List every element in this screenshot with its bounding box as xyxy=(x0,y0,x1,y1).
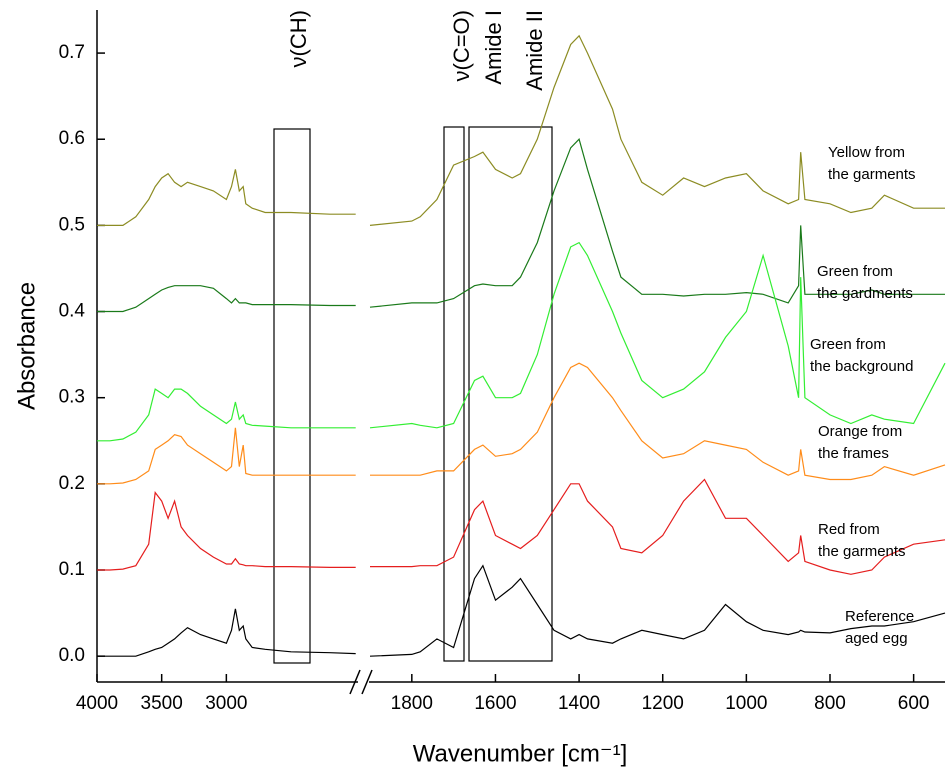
series-label: Red from the garments xyxy=(818,521,906,560)
y-tick-label: 0.3 xyxy=(59,387,85,408)
y-tick-label: 0.7 xyxy=(59,42,85,63)
spectrum-line xyxy=(369,34,945,226)
y-tick-label: 0.2 xyxy=(59,473,85,494)
spectrum-line xyxy=(97,490,356,571)
x-tick-label: 1800 xyxy=(391,693,433,714)
ch-region xyxy=(273,128,311,664)
y-tick-label: 0.6 xyxy=(59,128,85,149)
annotation: Amide I xyxy=(481,10,506,85)
y-axis-label: Absorbance xyxy=(13,282,40,410)
x-tick-label: 1400 xyxy=(558,693,600,714)
x-tick-label: 800 xyxy=(814,693,846,714)
spectrum-line xyxy=(370,478,946,575)
x-axis-label: Wavenumber [cm⁻¹] xyxy=(413,740,628,767)
spectrum-line xyxy=(97,608,356,657)
series-label: Green from the gardments xyxy=(817,263,913,302)
spectrum-line xyxy=(369,241,946,429)
series-label: Reference aged egg xyxy=(845,608,915,647)
axis-break xyxy=(349,669,361,695)
region-boxes xyxy=(273,126,553,664)
co-region xyxy=(443,126,465,662)
y-tick-label: 0.4 xyxy=(59,301,86,322)
spectrum-line xyxy=(97,169,356,226)
x-tick-label: 600 xyxy=(898,693,930,714)
spectrum-line xyxy=(369,564,946,657)
amide-region xyxy=(468,126,553,662)
x-tick-label: 3000 xyxy=(205,693,247,714)
spectrum-line xyxy=(370,362,946,481)
spectrum-line xyxy=(369,138,945,308)
series-label: Orange from the frames xyxy=(818,423,903,462)
spectrum-line xyxy=(97,388,356,442)
x-tick-label: 4000 xyxy=(76,693,118,714)
spectrum-line xyxy=(97,427,356,485)
y-tick-label: 0.1 xyxy=(59,559,85,580)
series-label: Yellow from the garments xyxy=(828,144,916,183)
x-tick-label: 3500 xyxy=(141,693,183,714)
annotation: ν(C=O) xyxy=(449,10,474,82)
x-tick-label: 1200 xyxy=(642,693,684,714)
x-tick-label: 1000 xyxy=(725,693,767,714)
y-tick-label: 0.5 xyxy=(59,214,85,235)
y-tick-label: 0.0 xyxy=(59,645,85,666)
series-label: Green from the background xyxy=(810,336,914,375)
spectrum-line xyxy=(97,285,356,313)
axis-break xyxy=(361,669,373,695)
annotation: ν(CH) xyxy=(286,10,311,67)
x-tick-label: 1600 xyxy=(474,693,516,714)
annotation: Amide II xyxy=(522,10,547,91)
